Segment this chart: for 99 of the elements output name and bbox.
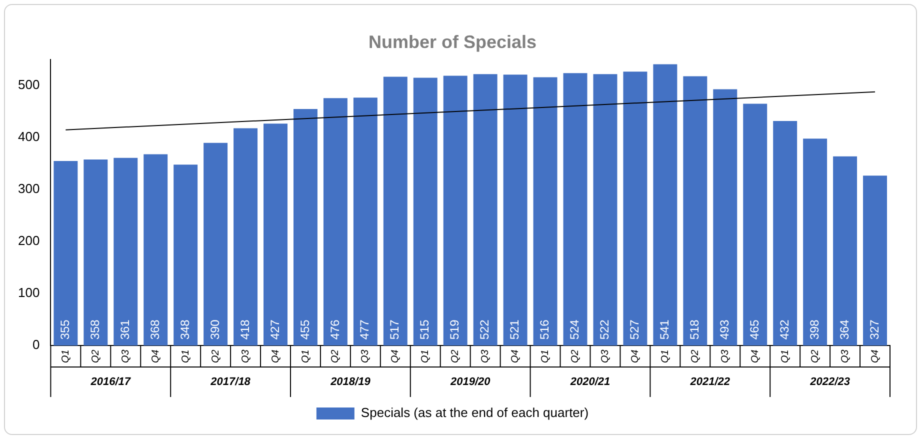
- data-label: 455: [298, 319, 312, 340]
- bar: [234, 128, 258, 346]
- x-tick-label: Q1: [300, 350, 312, 364]
- data-label: 517: [388, 319, 402, 340]
- data-label: 465: [747, 319, 762, 340]
- data-label: 477: [358, 319, 372, 340]
- x-tick-label: Q3: [240, 349, 252, 364]
- x-tick-label: Q2: [450, 349, 462, 364]
- bar: [473, 74, 498, 346]
- bar: [264, 124, 288, 346]
- y-tick-label: 0: [32, 337, 40, 352]
- x-tick-label: Q2: [210, 349, 222, 364]
- data-label: 516: [538, 319, 552, 340]
- y-tick-label: 400: [18, 129, 40, 144]
- x-tick-label: Q2: [330, 349, 342, 364]
- x-tick-label: Q3: [720, 349, 731, 364]
- bar: [84, 159, 108, 346]
- data-label: 521: [508, 319, 522, 340]
- x-tick-label: Q4: [150, 349, 162, 364]
- x-tick-label: Q4: [390, 349, 402, 364]
- text: 2018/19: [330, 376, 372, 388]
- x-tick-label: Q1: [540, 350, 552, 364]
- data-label: 522: [478, 319, 492, 340]
- y-tick-label: 200: [18, 233, 40, 248]
- bar: [114, 158, 138, 346]
- bar: [563, 73, 588, 346]
- chart-title: Number of Specials: [368, 32, 537, 52]
- bar: [833, 156, 858, 346]
- data-label: 364: [837, 319, 852, 340]
- x-tick-label: Q1: [780, 350, 791, 364]
- data-label: 327: [867, 319, 882, 340]
- bar: [174, 164, 198, 346]
- bar: [533, 77, 558, 346]
- bar: [623, 72, 648, 346]
- text: 2022/23: [809, 376, 850, 388]
- x-tick-label: Q4: [270, 349, 282, 364]
- y-tick-label: 500: [18, 77, 40, 92]
- data-label: 398: [807, 319, 822, 340]
- x-tick-label: Q2: [90, 349, 102, 364]
- data-label: 427: [268, 319, 282, 340]
- data-label: 418: [238, 319, 252, 340]
- data-label: 368: [148, 319, 162, 340]
- bar: [443, 76, 468, 346]
- data-label: 522: [598, 319, 612, 340]
- x-tick-label: Q3: [360, 349, 372, 364]
- bar: [293, 109, 318, 346]
- y-tick-label: 300: [18, 181, 40, 196]
- bar: [54, 161, 78, 346]
- x-tick-label: Q2: [810, 349, 821, 364]
- data-label: 432: [777, 319, 792, 340]
- bar: [803, 138, 828, 346]
- bar: [863, 176, 888, 346]
- bar: [743, 104, 768, 346]
- x-tick-label: Q4: [630, 349, 641, 364]
- data-label: 519: [448, 319, 462, 340]
- data-label: 518: [687, 319, 702, 340]
- data-label: 358: [88, 319, 102, 340]
- bar: [144, 154, 168, 346]
- legend-label: Specials (as at the end of each quarter): [360, 405, 589, 420]
- text: 2016/17: [90, 376, 132, 388]
- x-tick-label: Q1: [60, 350, 72, 364]
- bar: [713, 89, 738, 346]
- bar: [683, 76, 708, 346]
- data-label: 476: [328, 319, 342, 340]
- x-tick-label: Q1: [660, 350, 671, 364]
- text: 2019/20: [449, 376, 492, 388]
- text: 2017/18: [210, 376, 252, 388]
- x-tick-label: Q1: [180, 350, 192, 364]
- y-tick-label: 100: [18, 285, 40, 300]
- x-tick-label: Q4: [870, 349, 881, 364]
- x-tick-label: Q4: [510, 349, 522, 364]
- bar: [503, 74, 528, 346]
- bar: [204, 142, 228, 346]
- bar: [413, 78, 438, 346]
- x-tick-label: Q1: [420, 350, 432, 364]
- data-label: 390: [208, 319, 222, 340]
- data-label: 527: [628, 319, 642, 340]
- text: 2020/21: [569, 376, 610, 388]
- x-tick-label: Q2: [570, 349, 582, 364]
- x-tick-label: Q3: [120, 349, 132, 364]
- bar: [773, 120, 798, 346]
- bar: [323, 98, 348, 346]
- data-label: 355: [58, 319, 72, 340]
- bar: [593, 74, 618, 346]
- data-label: 361: [118, 319, 132, 340]
- text: 2021/22: [689, 376, 730, 388]
- x-tick-label: Q3: [480, 349, 492, 364]
- data-label: 524: [568, 319, 582, 340]
- x-tick-label: Q3: [600, 349, 612, 364]
- data-label: 493: [717, 319, 732, 340]
- data-label: 515: [418, 319, 432, 340]
- data-label: 541: [657, 319, 672, 340]
- x-tick-label: Q2: [690, 349, 701, 364]
- bar: [353, 98, 378, 346]
- data-label: 348: [178, 319, 192, 340]
- bar: [653, 64, 678, 346]
- x-tick-label: Q4: [750, 349, 761, 364]
- bar: [383, 76, 408, 346]
- x-tick-label: Q3: [840, 349, 851, 364]
